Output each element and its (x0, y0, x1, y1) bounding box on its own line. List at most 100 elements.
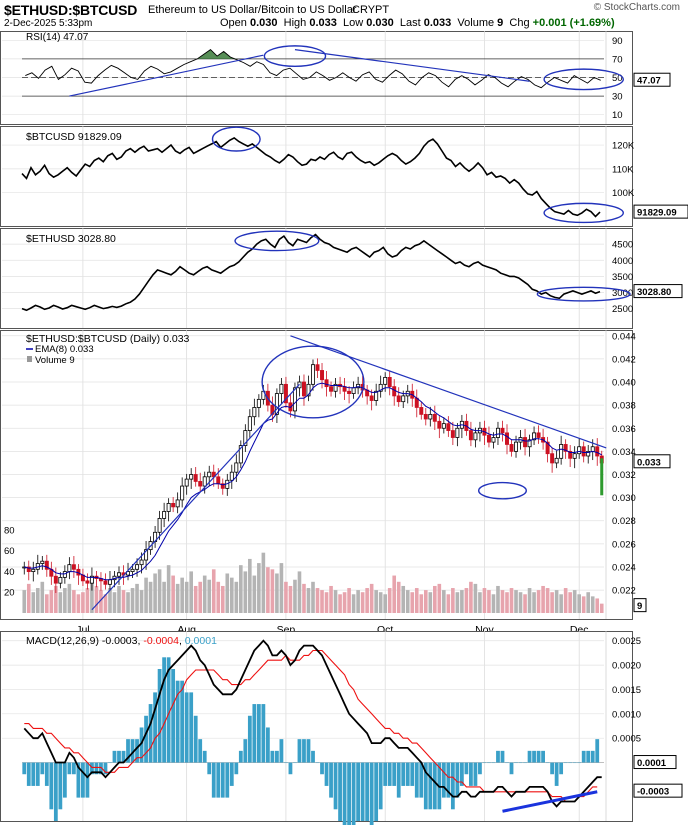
candle-body (207, 471, 212, 478)
ethusd-line (21, 233, 601, 312)
macd-hist-bar (491, 762, 496, 764)
volume-bar (248, 558, 252, 613)
macd-hist-last-value: 0.0001 (633, 755, 677, 770)
ethusd-axis-tick-label-3: 3000 (612, 288, 633, 299)
macd-hist-bar (496, 750, 500, 763)
volume-bar (410, 592, 415, 613)
high-label: High (283, 17, 307, 29)
candle-body (563, 444, 568, 452)
macd-hist-bar (81, 762, 85, 798)
volume-bar (270, 569, 275, 613)
volume-value: 9 (497, 17, 504, 29)
high-value: 0.033 (309, 17, 337, 29)
macd-hist-bar (293, 762, 297, 764)
macd-hist-bar (175, 680, 180, 763)
price-axis-tick-label-2: 0.040 (612, 378, 636, 389)
volume-bar (360, 592, 365, 613)
volume-bar (166, 565, 171, 613)
macd-hist-bar (518, 762, 523, 764)
macd-hist-bar (365, 762, 370, 821)
ohlc-readout: Open 0.030 High 0.033 Low 0.030 Last 0.0… (220, 17, 615, 29)
price-axis-tick-label-11: 0.022 (612, 586, 636, 597)
volume-bar (568, 592, 572, 613)
macd-hist-bar (441, 762, 446, 798)
low-label: Low (342, 17, 364, 29)
volume-bar (396, 581, 401, 613)
chg-label: Chg (509, 17, 530, 29)
btcusd-line (21, 136, 601, 218)
candle-body (292, 387, 297, 412)
last-label: Last (399, 17, 421, 29)
candle-body (256, 398, 261, 408)
macd-hist-bar (22, 762, 27, 775)
volume-bar (496, 585, 500, 613)
volume-last-value-box (633, 598, 647, 613)
macd-hist-bar (275, 750, 279, 763)
macd-hist-bar (26, 762, 31, 786)
ethusd-last-value: 3028.80 (633, 284, 683, 299)
macd-hist-bar (478, 762, 482, 775)
macd-hist-bar (505, 762, 509, 764)
macd-hist-bar (401, 762, 406, 786)
macd-hist-bar (338, 762, 342, 821)
btcusd-last-value-text: 91829.09 (637, 208, 677, 219)
candle (505, 424, 509, 455)
btcusd-axis-tick-label-2: 100K (612, 188, 635, 199)
candle-body (85, 580, 90, 584)
macd-hist-bar (62, 762, 67, 798)
candle (252, 398, 257, 426)
candle (144, 540, 149, 570)
volume-legend: Volume 9 (35, 355, 75, 366)
candle-body (532, 432, 537, 441)
macd-hist-bar (40, 762, 45, 775)
trendline-1 (294, 49, 530, 82)
annotation-circle-5 (536, 286, 631, 302)
candle-body (220, 483, 225, 489)
volume-bar (527, 588, 532, 613)
candle-body (523, 437, 528, 448)
volume-bar (252, 575, 257, 613)
macd-hist-bar (527, 750, 532, 763)
candle-body (333, 383, 338, 392)
macd-hist-bar (112, 750, 117, 763)
macd-axis-tick-label-4: 0.0005 (612, 734, 641, 745)
rsi-axis-tick-label-4: 10 (612, 110, 623, 121)
macd-hist-bar (202, 750, 207, 763)
price-axis-tick-label-10: 0.024 (612, 562, 636, 573)
candle-body (311, 364, 315, 385)
candle-body (387, 376, 392, 388)
macd-hist-bar (392, 762, 397, 786)
volume-bar (536, 590, 541, 613)
candle-body (392, 386, 397, 397)
macd-hist-bar (71, 762, 76, 775)
btcusd-axis-tick-label-1: 110K (612, 164, 634, 175)
candle (256, 394, 261, 418)
candle-body (126, 571, 131, 576)
candles (22, 358, 604, 593)
macd-hist-bar (279, 739, 284, 763)
macd-hist-bar (356, 762, 361, 821)
macd-hist-bar (378, 762, 383, 810)
volume-bar (433, 585, 437, 613)
macd-hist-last-value-text: 0.0001 (637, 758, 667, 769)
candle (486, 426, 491, 448)
candle-body (135, 564, 140, 570)
macd-hist-bar (541, 750, 545, 763)
candle-body (369, 395, 374, 401)
volume-bar (130, 588, 135, 613)
macd-legend-signal: -0.0004 (143, 635, 179, 647)
volume-bar (180, 577, 184, 613)
volume-tick-label-1: 60 (4, 546, 15, 557)
chart-header: $ETHUSD:$BTCUSD Ethereum to US Dollar/Bi… (4, 2, 684, 29)
candle-body (320, 370, 325, 381)
candle (71, 555, 76, 578)
volume-bar (464, 588, 469, 613)
candle-body (103, 580, 108, 585)
candle-body (184, 478, 189, 487)
volume-bar (532, 592, 536, 613)
macd-hist-bar (229, 762, 234, 786)
volume-bar (279, 563, 284, 613)
volume-bar (369, 583, 374, 613)
candle (126, 562, 131, 581)
volume-bar (428, 592, 433, 613)
